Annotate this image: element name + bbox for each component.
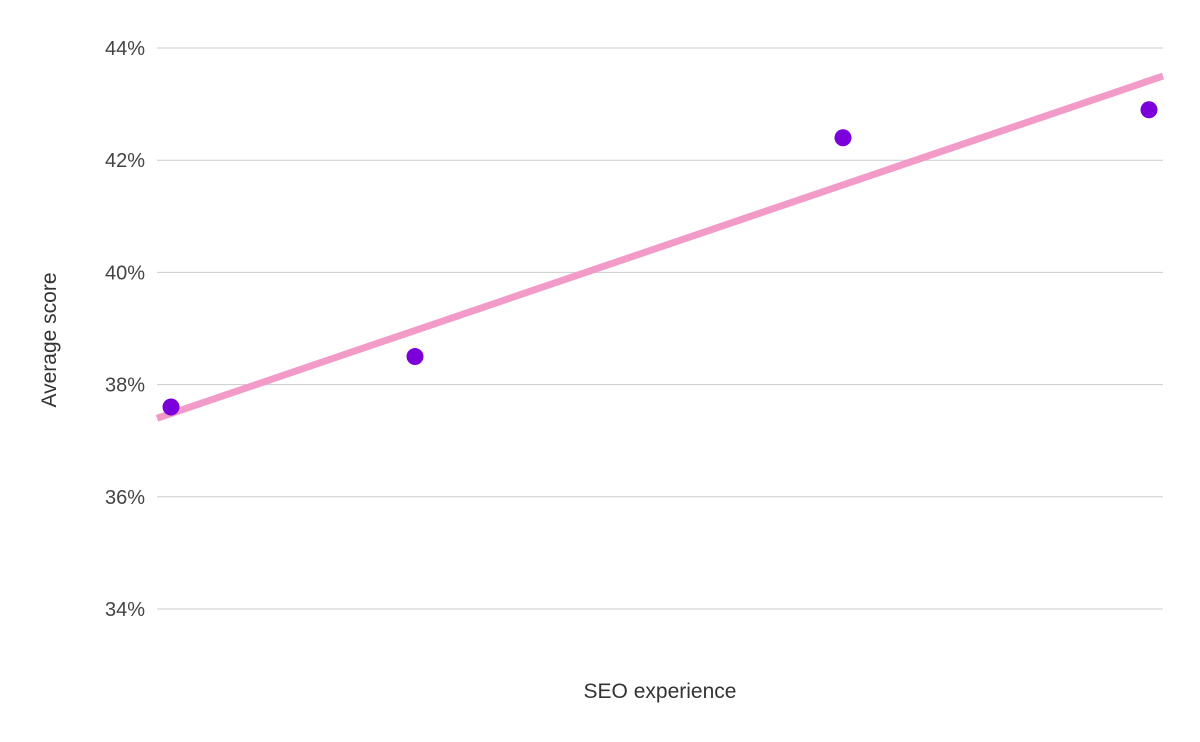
trendline — [155, 72, 1165, 422]
data-point — [162, 398, 180, 416]
y-tick-label: 38% — [105, 375, 145, 397]
gridlines — [157, 47, 1163, 610]
y-tick-label: 44% — [105, 38, 145, 60]
data-point — [1140, 101, 1158, 119]
data-points — [162, 101, 1158, 416]
y-tick-label: 40% — [105, 262, 145, 284]
y-tick-label: 42% — [105, 150, 145, 172]
data-point — [406, 348, 424, 366]
trendline-layer — [155, 72, 1165, 422]
data-point — [834, 129, 852, 147]
y-tick-label: 36% — [105, 487, 145, 509]
y-tick-label: 34% — [105, 599, 145, 621]
y-axis-label: Average score — [38, 272, 61, 407]
y-tick-labels: 34% 36% 38% 40% 42% 44% — [105, 38, 145, 621]
x-axis-label: SEO experience — [584, 680, 737, 703]
